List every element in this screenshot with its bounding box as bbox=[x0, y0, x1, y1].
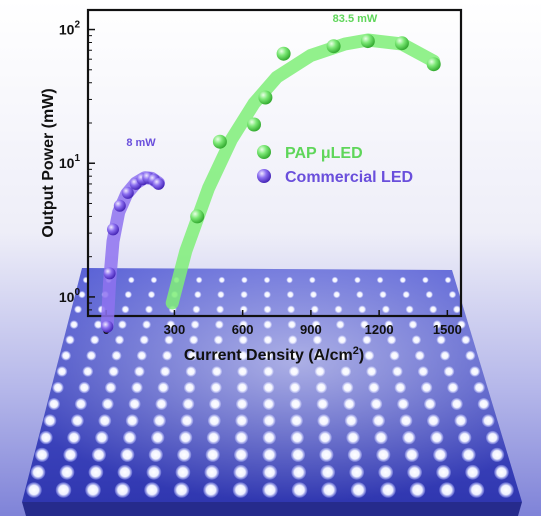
data-point bbox=[121, 186, 134, 199]
pap-peak-label: 83.5 mW bbox=[333, 13, 378, 25]
data-point bbox=[276, 46, 291, 61]
data-point bbox=[258, 90, 273, 105]
legend-label-pap: PAP μLED bbox=[285, 145, 363, 162]
y-tick-label: 100 bbox=[59, 287, 81, 305]
x-axis-title-tail: ) bbox=[359, 347, 364, 364]
y-tick-label: 101 bbox=[59, 153, 81, 171]
x-tick-label: 600 bbox=[232, 322, 254, 337]
data-point bbox=[113, 199, 126, 212]
data-point bbox=[152, 177, 165, 190]
x-tick-label: 1500 bbox=[433, 322, 462, 337]
legend-marker-pap bbox=[257, 145, 271, 159]
x-axis-title-sup: 2 bbox=[353, 345, 359, 357]
data-point bbox=[426, 57, 441, 72]
data-points bbox=[101, 34, 441, 333]
data-point bbox=[360, 34, 375, 49]
data-point bbox=[103, 267, 116, 280]
x-axis-title: Current Density (A/cm2) bbox=[184, 345, 364, 364]
data-point bbox=[107, 223, 119, 236]
panel-edge bbox=[22, 502, 522, 516]
data-point bbox=[101, 320, 114, 333]
legend-marker-commercial bbox=[257, 169, 271, 183]
data-point bbox=[212, 134, 227, 149]
y-axis-title: Output Power (mW) bbox=[40, 88, 57, 237]
data-point bbox=[247, 117, 261, 132]
data-point bbox=[394, 36, 409, 51]
y-axis-ticks: 100 101 102 bbox=[59, 20, 95, 311]
trend-line bbox=[165, 33, 441, 310]
x-tick-label: 900 bbox=[300, 322, 322, 337]
led-array-panel bbox=[22, 268, 522, 516]
y-tick-label: 102 bbox=[59, 20, 81, 38]
panel-glow bbox=[22, 268, 522, 502]
x-axis-title-main: Current Density (A/cm bbox=[184, 347, 353, 364]
legend: PAP μLED Commercial LED bbox=[257, 145, 413, 186]
commercial-peak-label: 8 mW bbox=[126, 137, 156, 149]
data-point bbox=[326, 39, 341, 54]
data-point bbox=[190, 209, 205, 224]
legend-label-commercial: Commercial LED bbox=[285, 169, 413, 186]
x-tick-label: 300 bbox=[164, 322, 186, 337]
x-tick-label: 1200 bbox=[365, 322, 394, 337]
